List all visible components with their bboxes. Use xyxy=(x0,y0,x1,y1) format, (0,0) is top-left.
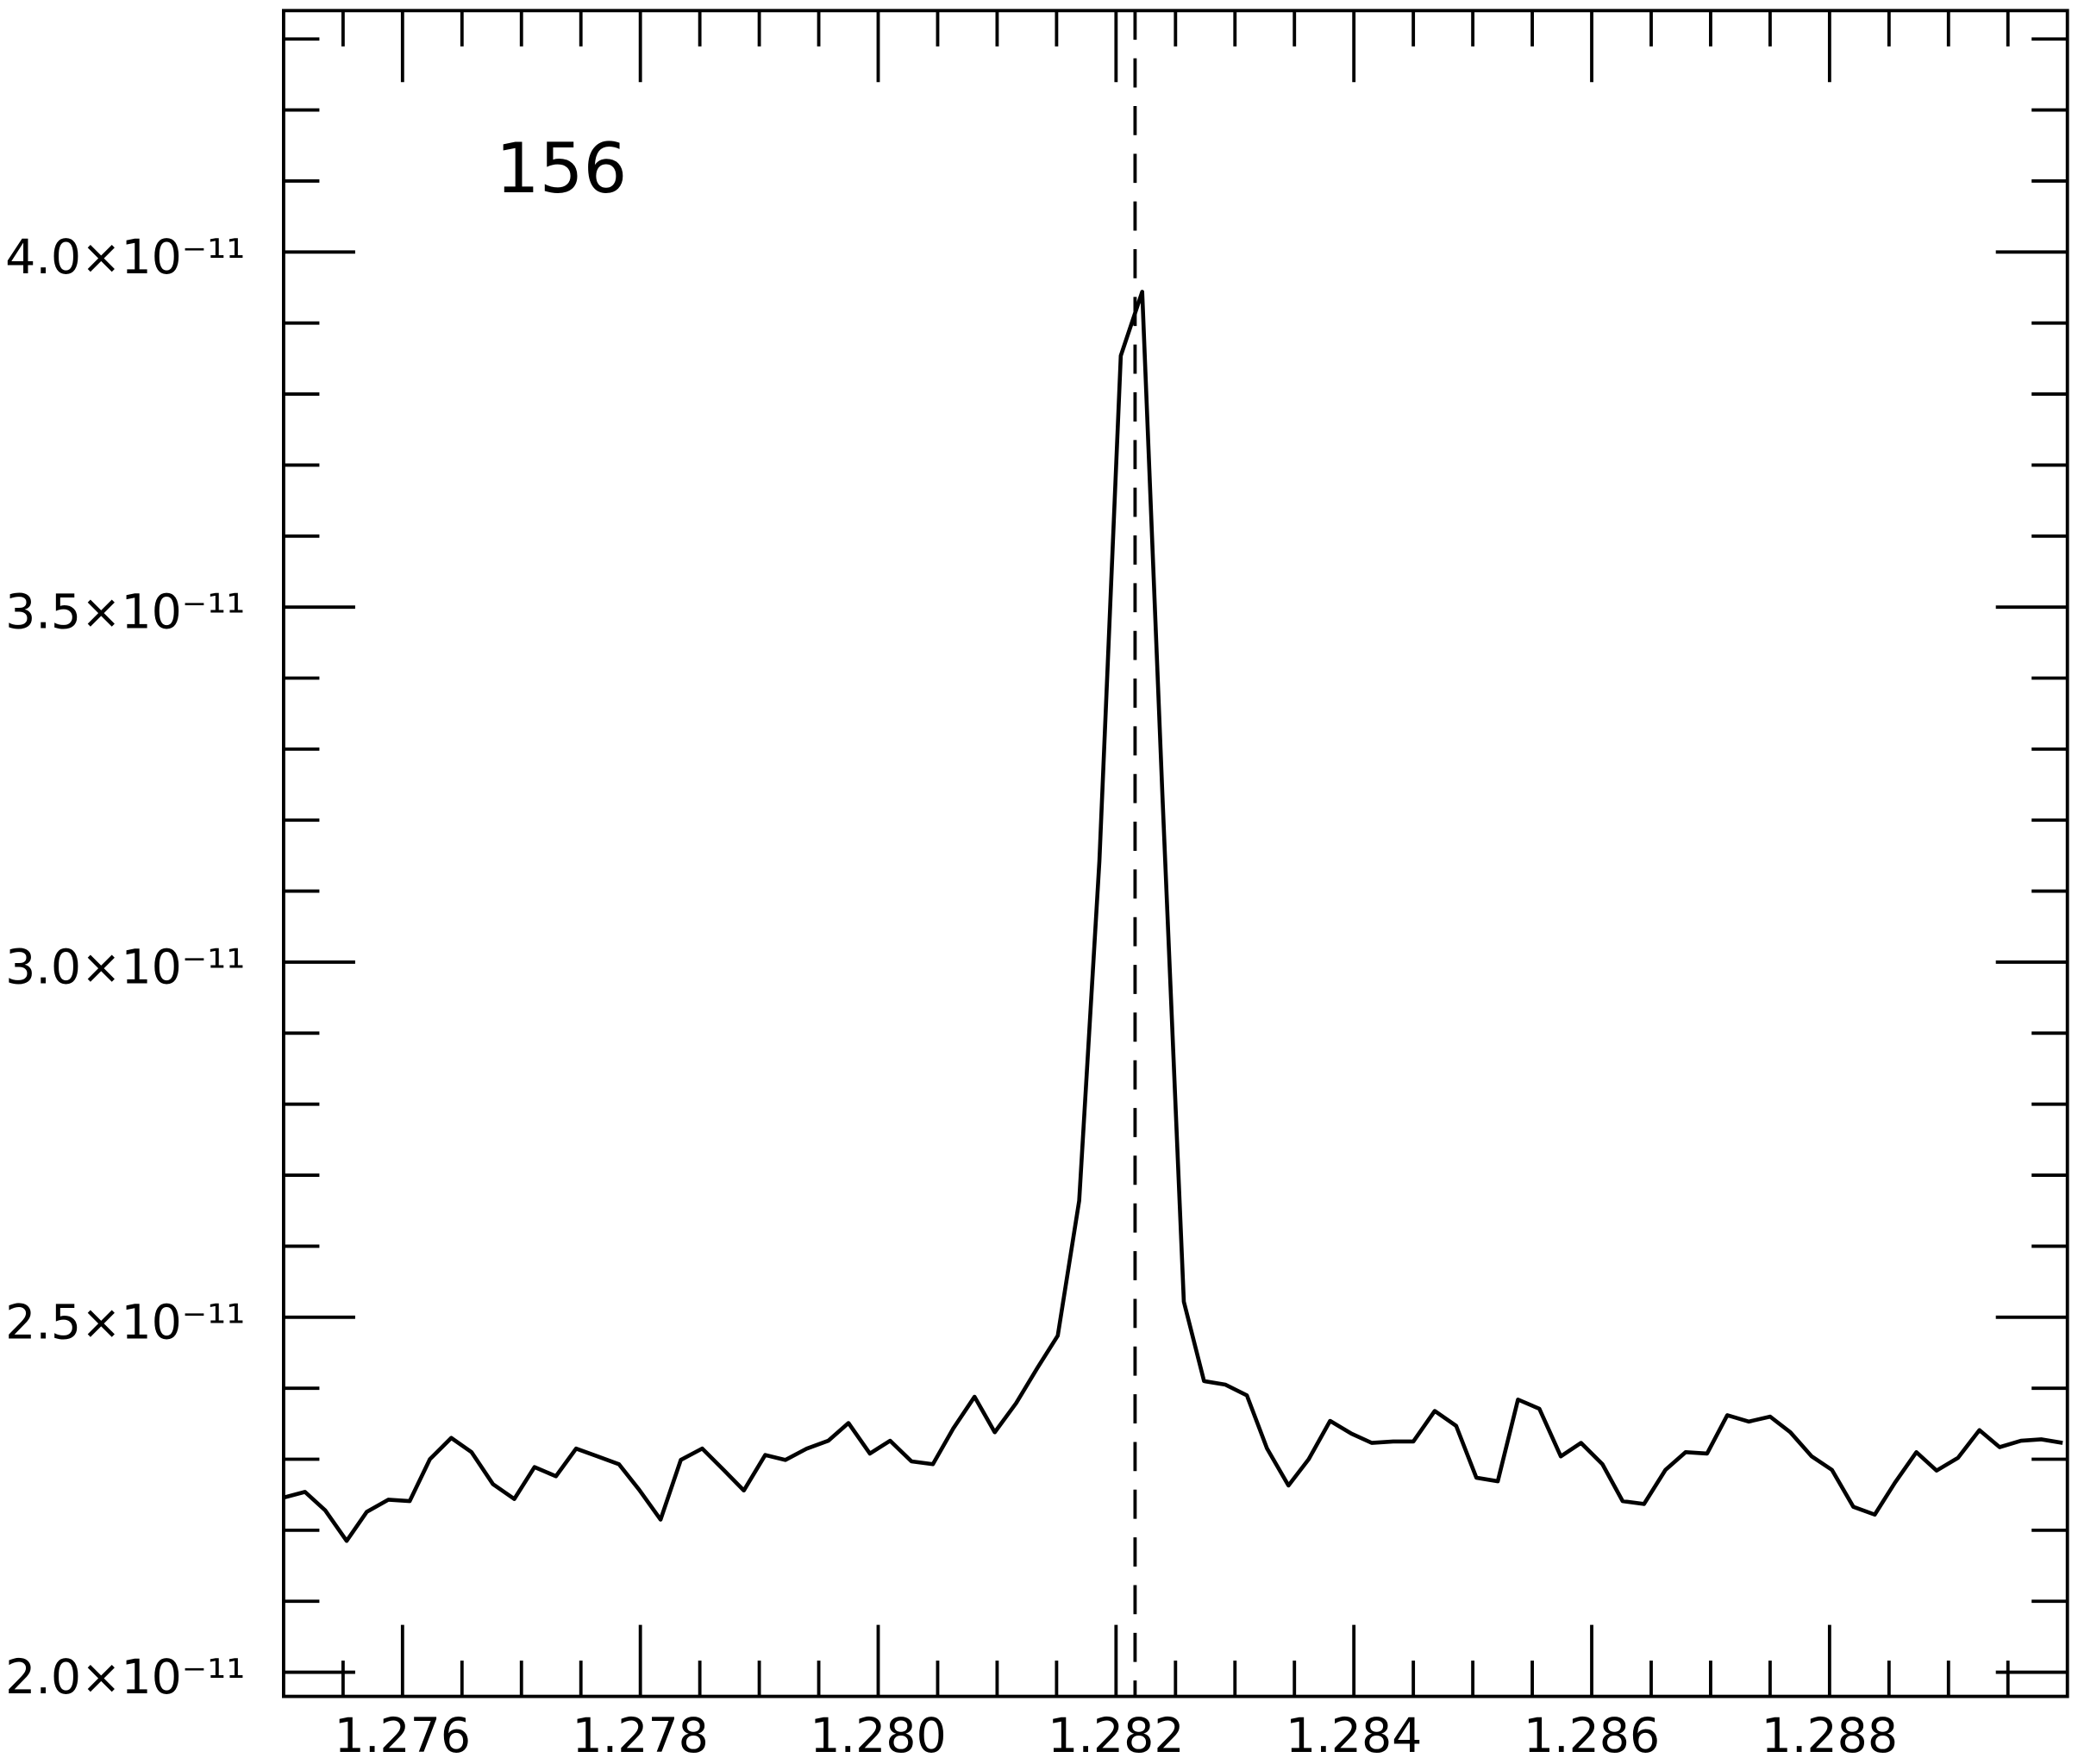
x-tick-label: 1.288 xyxy=(1762,1709,1898,1764)
y-tick-label: 3.5×10⁻¹¹ xyxy=(5,585,245,641)
y-tick-label: 4.0×10⁻¹¹ xyxy=(5,230,245,285)
y-tick-label: 2.5×10⁻¹¹ xyxy=(5,1295,245,1350)
x-tick-label: 1.286 xyxy=(1524,1709,1660,1764)
annotation: 156 xyxy=(496,128,628,209)
x-tick-label: 1.276 xyxy=(335,1709,471,1764)
x-tick-label: 1.284 xyxy=(1286,1709,1422,1764)
y-tick-label: 3.0×10⁻¹¹ xyxy=(5,941,245,996)
y-tick-label: 2.0×10⁻¹¹ xyxy=(5,1650,245,1705)
x-tick-label: 1.278 xyxy=(572,1709,708,1764)
x-tick-label: 1.282 xyxy=(1048,1709,1184,1764)
data-line xyxy=(283,290,2063,1543)
x-tick-label: 1.280 xyxy=(810,1709,946,1764)
